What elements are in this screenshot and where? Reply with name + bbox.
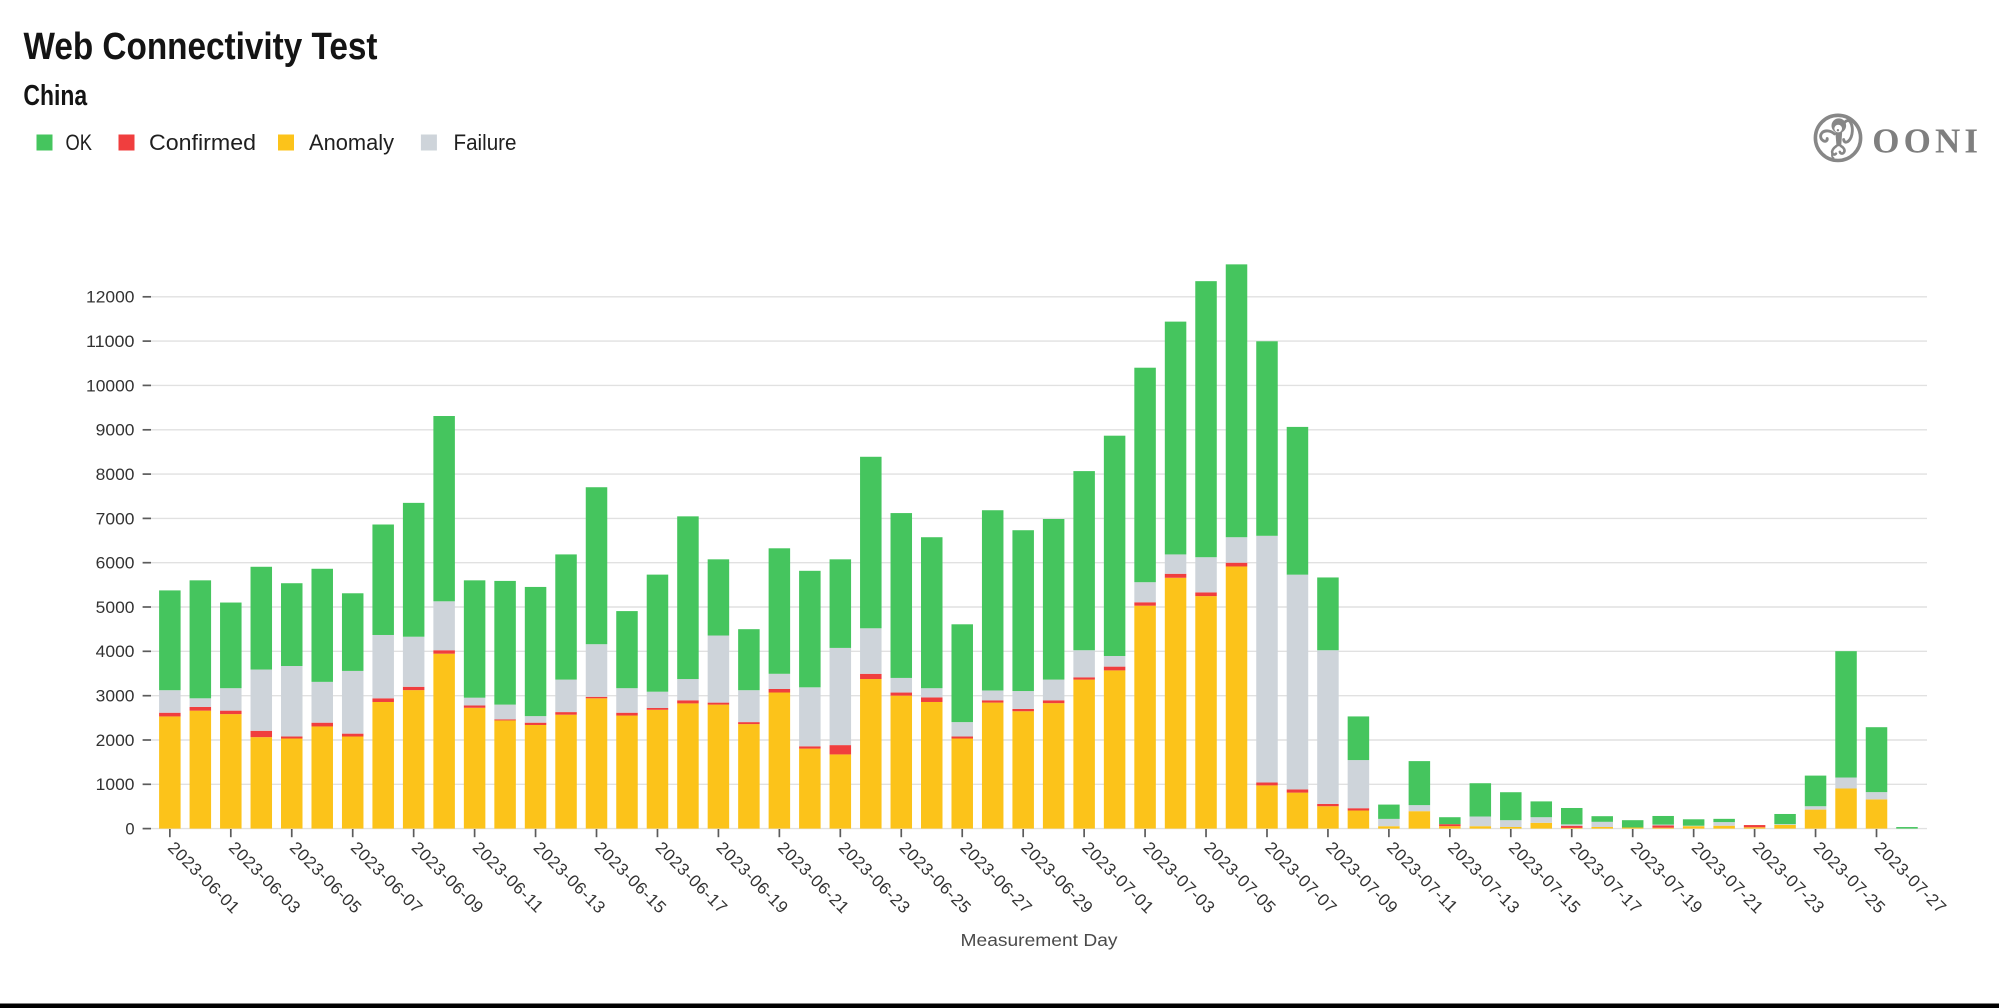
svg-text:Web Connectivity Test: Web Connectivity Test bbox=[24, 26, 378, 68]
svg-text:12000: 12000 bbox=[86, 289, 135, 307]
svg-text:4000: 4000 bbox=[96, 643, 135, 661]
svg-text:6000: 6000 bbox=[96, 555, 135, 573]
svg-text:5000: 5000 bbox=[96, 599, 135, 617]
svg-text:8000: 8000 bbox=[96, 466, 135, 484]
svg-text:2000: 2000 bbox=[96, 732, 135, 750]
svg-text:OONI: OONI bbox=[1872, 122, 1982, 161]
svg-text:1000: 1000 bbox=[96, 776, 135, 794]
svg-text:0: 0 bbox=[125, 821, 134, 839]
svg-text:3000: 3000 bbox=[96, 688, 135, 706]
svg-text:9000: 9000 bbox=[96, 422, 135, 440]
svg-text:Failure: Failure bbox=[454, 130, 517, 155]
svg-text:11000: 11000 bbox=[86, 333, 135, 351]
svg-text:China: China bbox=[23, 80, 88, 112]
svg-text:Confirmed: Confirmed bbox=[149, 130, 256, 155]
svg-text:7000: 7000 bbox=[96, 510, 135, 528]
svg-text:10000: 10000 bbox=[86, 377, 135, 395]
svg-text:OK: OK bbox=[66, 130, 93, 155]
svg-text:Measurement Day: Measurement Day bbox=[961, 930, 1118, 950]
svg-text:Anomaly: Anomaly bbox=[309, 130, 394, 155]
